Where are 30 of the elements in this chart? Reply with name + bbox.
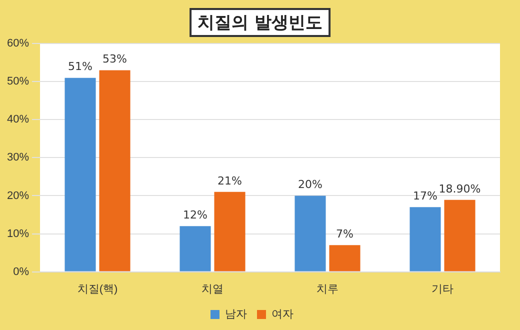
data-label: 17%	[413, 190, 438, 203]
data-label: 21%	[218, 174, 242, 188]
data-label: 12%	[183, 208, 208, 222]
bar	[294, 196, 326, 272]
y-tick-label: 60%	[6, 38, 30, 50]
bar	[99, 70, 130, 272]
y-tick-label: 0%	[13, 266, 30, 278]
x-tick-label: 기타	[432, 283, 454, 296]
x-tick-label: 치질(핵)	[77, 283, 118, 296]
data-label: 51%	[68, 60, 92, 74]
data-label: 18.90%	[438, 182, 481, 196]
y-tick-label: 20%	[6, 190, 30, 202]
y-tick-label: 30%	[6, 152, 30, 164]
legend-label: 여자	[272, 308, 294, 321]
bar	[410, 207, 441, 272]
data-label: 53%	[102, 52, 127, 66]
data-label: 20%	[298, 178, 322, 192]
y-tick-label: 10%	[6, 228, 30, 240]
bar	[180, 226, 211, 272]
x-tick-label: 치루	[316, 283, 339, 296]
data-label: 7%	[336, 228, 354, 241]
bar	[444, 200, 476, 272]
bar	[64, 78, 96, 272]
chart-title: 치질의 발생빈도	[190, 8, 330, 37]
x-tick-label: 치열	[202, 283, 224, 296]
bar	[214, 192, 246, 272]
bar	[329, 245, 360, 272]
legend-label: 남자	[225, 308, 247, 321]
y-tick-label: 40%	[6, 114, 30, 126]
y-tick-label: 50%	[6, 76, 30, 88]
